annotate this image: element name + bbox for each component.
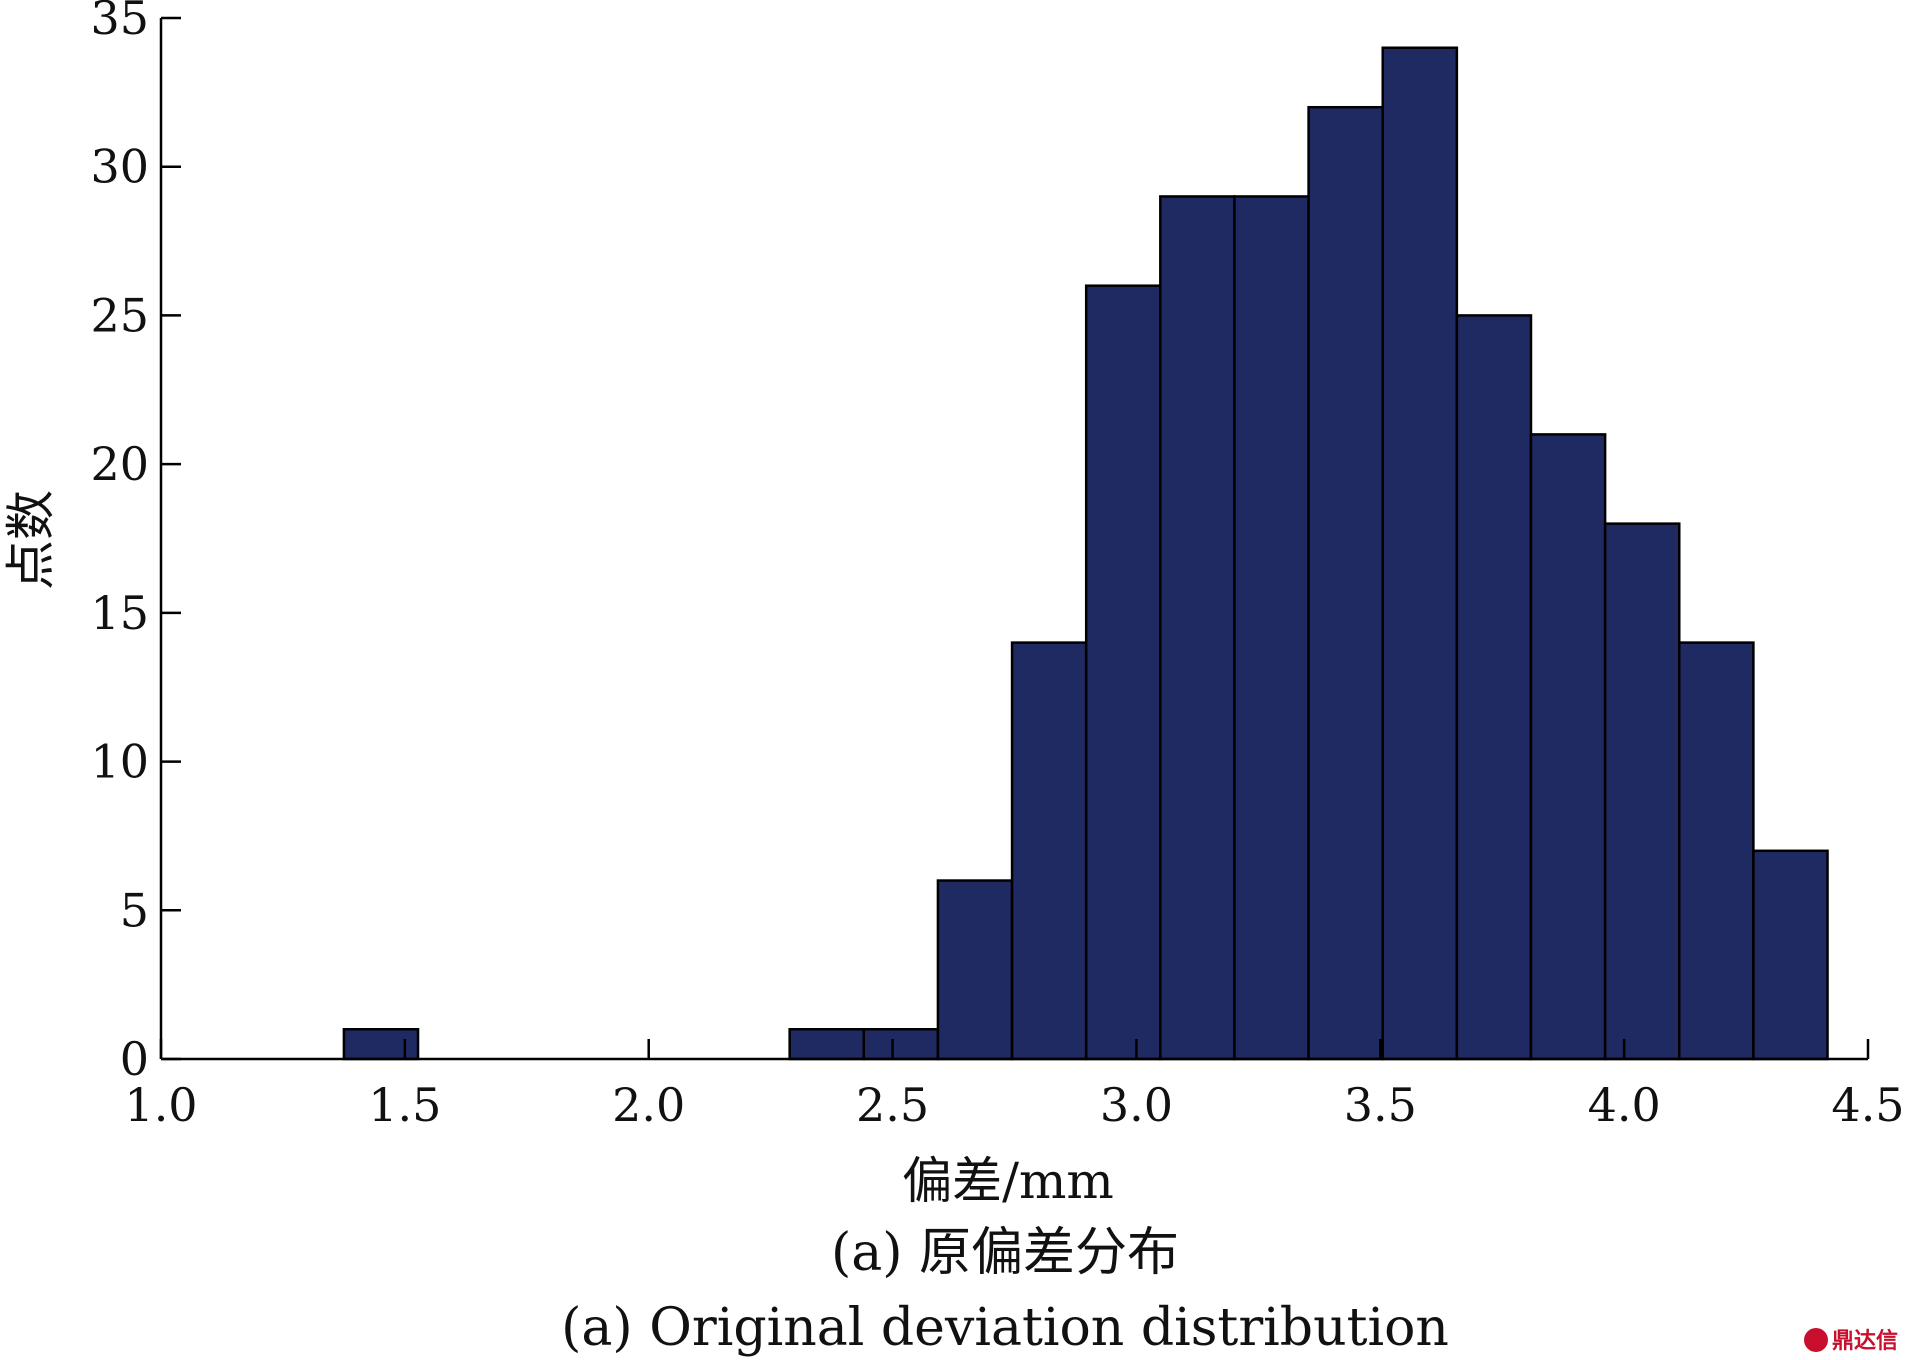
- y-tick-label: 10: [90, 735, 149, 789]
- histogram-bar-13: [1603, 522, 1681, 1061]
- histogram-bar-12: [1529, 433, 1607, 1061]
- y-tick-label: 35: [90, 0, 149, 45]
- histogram-bar-5: [1010, 641, 1088, 1061]
- y-tick-label: 0: [120, 1032, 149, 1086]
- histogram-bar-3: [862, 1028, 940, 1061]
- histogram-bar-7: [1159, 195, 1236, 1061]
- watermark-logo-icon: [1804, 1328, 1828, 1352]
- watermark-logo: 鼎达信: [1804, 1328, 1898, 1354]
- y-tick-label: 20: [90, 437, 149, 491]
- histogram-bar-11: [1455, 314, 1533, 1061]
- caption-chinese: (a) 原偏差分布: [831, 1223, 1179, 1283]
- histogram-bar-8: [1233, 195, 1310, 1061]
- y-tick-label: 25: [90, 288, 149, 342]
- watermark-logo-text: 鼎达信: [1832, 1328, 1898, 1354]
- histogram-bar-9: [1307, 105, 1384, 1061]
- y-tick-label: 15: [90, 586, 149, 640]
- x-tick-label: 2.5: [856, 1078, 929, 1132]
- x-tick-label: 3.5: [1344, 1078, 1417, 1132]
- ticks-layer: 1.0 1.5 2.0 2.5 3.0 3.5 4.0 4.5 0 5 10 15 20 25 30 35: [90, 0, 1904, 1132]
- x-tick-label: 1.5: [368, 1078, 441, 1132]
- x-tick-label: 2.0: [612, 1078, 685, 1132]
- x-tick-label: 3.0: [1100, 1078, 1173, 1132]
- histogram-bar-1: [342, 1028, 420, 1061]
- x-tick-label: 1.0: [124, 1078, 197, 1132]
- x-tick-label: 4.0: [1588, 1078, 1661, 1132]
- histogram-bar-6: [1084, 284, 1162, 1061]
- histogram-bar-14: [1678, 641, 1755, 1061]
- y-tick-label: 5: [120, 883, 149, 937]
- x-axis-title: 偏差/mm: [902, 1152, 1114, 1210]
- caption-english: (a) Original deviation distribution: [561, 1298, 1449, 1358]
- axes-layer: [159, 18, 1868, 1061]
- bars-layer: [342, 46, 1829, 1061]
- y-axis-title: 点数: [2, 490, 60, 590]
- x-tick-label: 4.5: [1831, 1078, 1904, 1132]
- histogram-bar-4: [936, 879, 1014, 1061]
- histogram-bar-15: [1752, 849, 1829, 1061]
- histogram-bar-2: [788, 1028, 866, 1061]
- y-tick-label: 30: [90, 140, 149, 194]
- histogram-bar-10: [1381, 46, 1459, 1061]
